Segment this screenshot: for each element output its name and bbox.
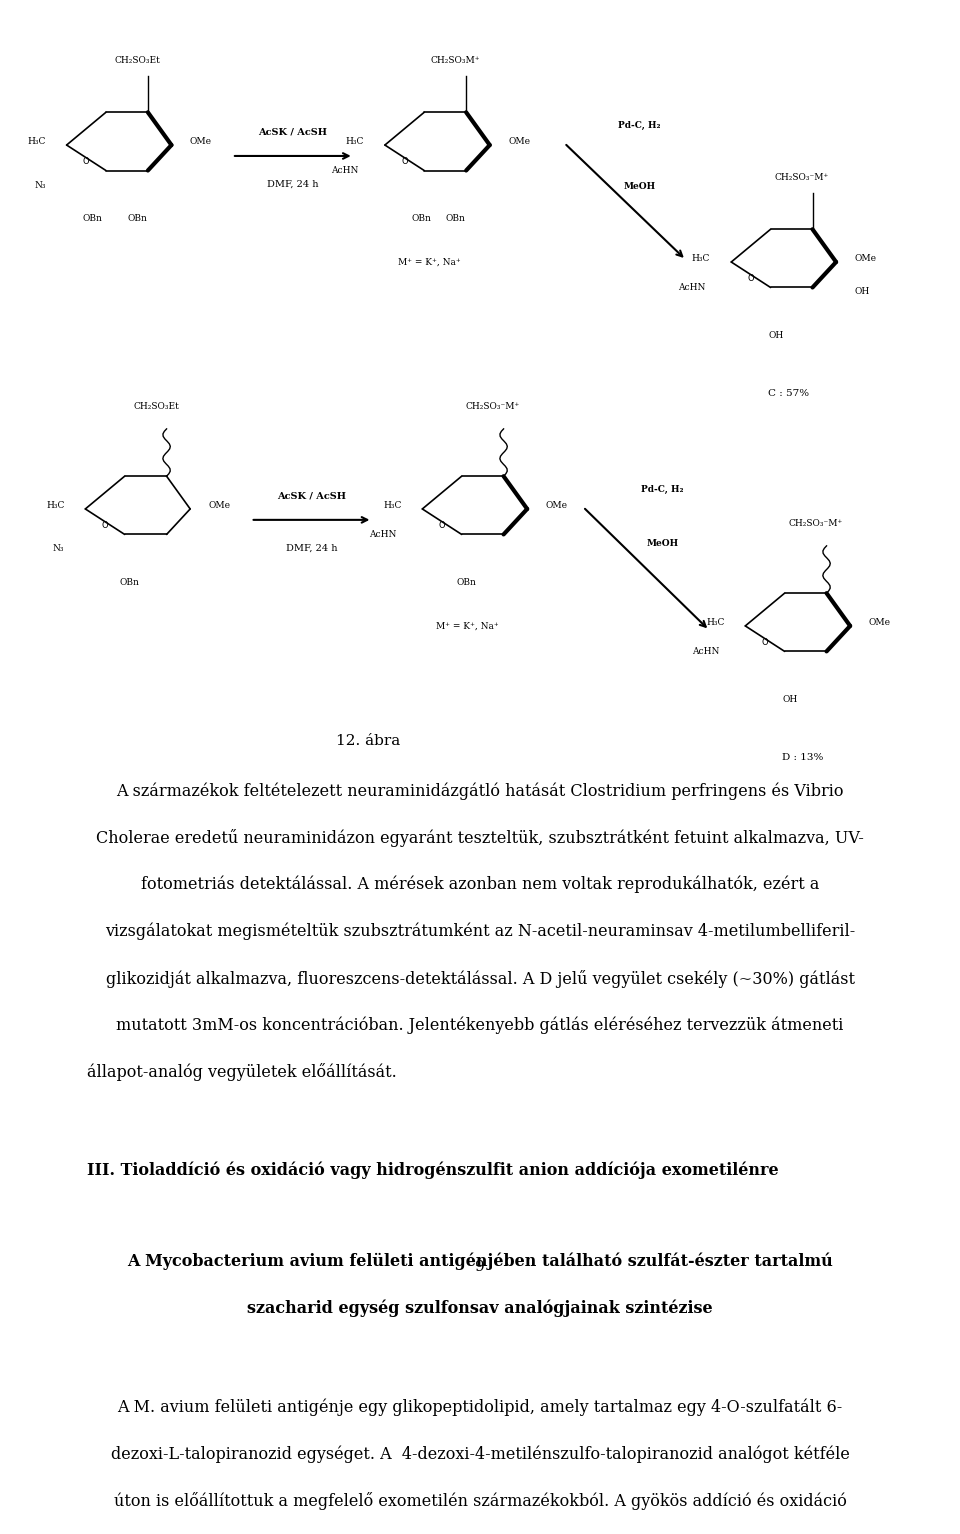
Text: C : 57%: C : 57%	[768, 390, 809, 399]
Text: A Mycobacterium avium felületi antigénjében található szulfát-észter tartalmú: A Mycobacterium avium felületi antigénjé…	[127, 1253, 833, 1270]
Text: fotometriás detektálással. A mérések azonban nem voltak reprodukálhatók, ezért a: fotometriás detektálással. A mérések azo…	[141, 876, 819, 893]
Text: D : 13%: D : 13%	[782, 753, 824, 762]
Text: állapot-analóg vegyületek előállítását.: állapot-analóg vegyületek előállítását.	[86, 1063, 396, 1081]
Text: CH₂SO₃M⁺: CH₂SO₃M⁺	[431, 55, 480, 64]
Text: CH₂SO₃Et: CH₂SO₃Et	[133, 402, 179, 411]
Text: Pd-C, H₂: Pd-C, H₂	[641, 485, 684, 494]
Text: H₃C: H₃C	[346, 137, 364, 146]
Text: AcSK / AcSH: AcSK / AcSH	[277, 491, 346, 500]
Text: O: O	[748, 275, 755, 282]
Text: III. Tioladdíció és oxidáció vagy hidrogénszulfit anion addíciója exometilénre: III. Tioladdíció és oxidáció vagy hidrog…	[86, 1161, 779, 1180]
Text: OBn: OBn	[128, 215, 147, 222]
Text: O: O	[761, 638, 768, 647]
Text: glikozidját alkalmazva, fluoreszcens-detektálással. A D jelű vegyület csekély (~: glikozidját alkalmazva, fluoreszcens-det…	[106, 969, 854, 988]
Text: CH₂SO₃⁻M⁺: CH₂SO₃⁻M⁺	[775, 173, 829, 183]
Text: OMe: OMe	[869, 618, 891, 627]
Text: OH: OH	[854, 287, 870, 296]
Text: M⁺ = K⁺, Na⁺: M⁺ = K⁺, Na⁺	[436, 621, 498, 630]
Text: OH: OH	[782, 695, 798, 704]
Text: O: O	[439, 522, 445, 529]
Text: AcSK / AcSH: AcSK / AcSH	[258, 127, 327, 137]
Text: OBn: OBn	[120, 578, 140, 588]
Text: OMe: OMe	[508, 137, 530, 146]
Text: mutatott 3mM-os koncentrációban. Jelentékenyebb gátlás eléréséhez tervezzük átme: mutatott 3mM-os koncentrációban. Jelenté…	[116, 1017, 844, 1034]
Text: OBn: OBn	[457, 578, 477, 588]
Text: OMe: OMe	[208, 500, 230, 509]
Text: Cholerae eredetű neuraminidázon egyaránt teszteltük, szubsztrátként fetuint alka: Cholerae eredetű neuraminidázon egyaránt…	[96, 830, 864, 847]
Text: MeOH: MeOH	[623, 183, 656, 190]
Text: H₃C: H₃C	[706, 618, 725, 627]
Text: MeOH: MeOH	[646, 540, 679, 548]
Text: AcHN: AcHN	[331, 166, 359, 175]
Text: H₃C: H₃C	[27, 137, 46, 146]
Text: dezoxi-L-talopiranozid egységet. A  4-dezoxi-4-metilénszulfo-talopiranozid analó: dezoxi-L-talopiranozid egységet. A 4-dez…	[110, 1445, 850, 1463]
Text: N₃: N₃	[53, 545, 64, 554]
Text: A származékok feltételezett neuraminidázgátló hatását Clostridium perfringens és: A származékok feltételezett neuraminidáz…	[116, 782, 844, 799]
Text: AcHN: AcHN	[369, 529, 396, 538]
Text: 9: 9	[475, 1259, 485, 1273]
Text: CH₂SO₃Et: CH₂SO₃Et	[114, 55, 160, 64]
Text: OBn: OBn	[83, 215, 103, 222]
Text: OMe: OMe	[545, 500, 567, 509]
Text: N₃: N₃	[35, 181, 46, 190]
Text: M⁺ = K⁺, Na⁺: M⁺ = K⁺, Na⁺	[398, 258, 461, 267]
Text: szacharid egység szulfonsav analógjainak szintézise: szacharid egység szulfonsav analógjainak…	[247, 1299, 713, 1318]
Text: úton is előállítottuk a megfelelő exometilén származékokból. A gyökös addíció és: úton is előállítottuk a megfelelő exomet…	[113, 1493, 847, 1509]
Text: OMe: OMe	[190, 137, 212, 146]
Text: Pd-C, H₂: Pd-C, H₂	[618, 121, 660, 130]
Text: O: O	[83, 156, 89, 166]
Text: CH₂SO₃⁻M⁺: CH₂SO₃⁻M⁺	[466, 402, 520, 411]
Text: OH: OH	[768, 331, 783, 341]
Text: AcHN: AcHN	[692, 647, 719, 657]
Text: DMF, 24 h: DMF, 24 h	[267, 179, 319, 189]
Text: CH₂SO₃⁻M⁺: CH₂SO₃⁻M⁺	[789, 518, 843, 528]
Text: OBn: OBn	[412, 215, 432, 222]
Text: H₃C: H₃C	[692, 253, 710, 262]
Text: vizsgálatokat megismételtük szubsztrátumként az N-acetil-neuraminsav 4-metilumbe: vizsgálatokat megismételtük szubsztrátum…	[105, 923, 855, 940]
Text: DMF, 24 h: DMF, 24 h	[286, 543, 337, 552]
Text: OBn: OBn	[445, 215, 466, 222]
Text: O: O	[102, 522, 108, 529]
Text: H₃C: H₃C	[46, 500, 64, 509]
Text: 12. ábra: 12. ábra	[336, 735, 399, 749]
Text: O: O	[401, 156, 408, 166]
Text: H₃C: H₃C	[383, 500, 401, 509]
Text: A M. avium felületi antigénje egy glikopeptidolipid, amely tartalmaz egy 4-O-szu: A M. avium felületi antigénje egy glikop…	[117, 1399, 843, 1416]
Text: AcHN: AcHN	[678, 282, 705, 291]
Text: OMe: OMe	[854, 253, 876, 262]
